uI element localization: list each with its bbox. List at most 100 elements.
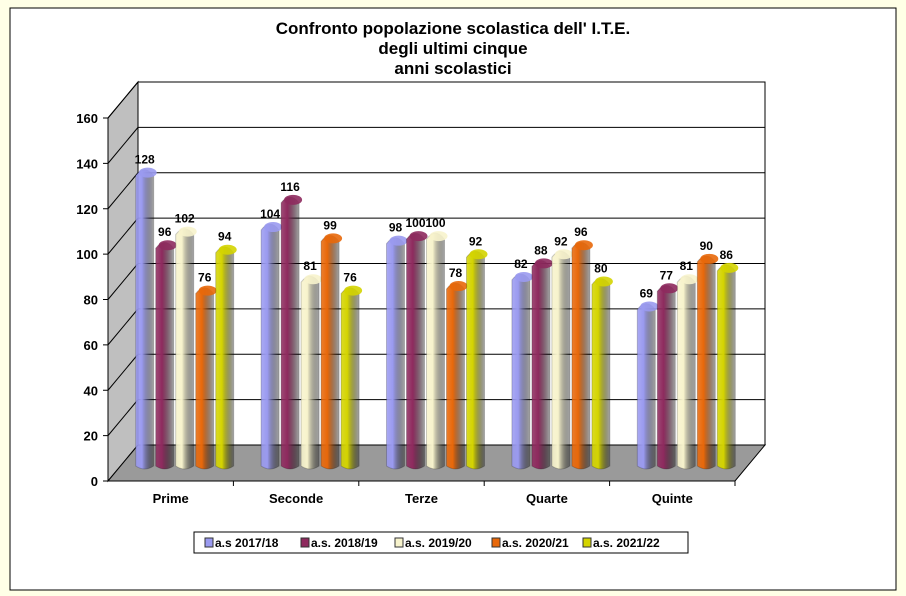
bar-top <box>594 276 613 287</box>
bar-body <box>406 232 425 470</box>
bar <box>656 283 679 470</box>
data-label: 81 <box>680 259 694 273</box>
bar <box>696 253 719 470</box>
bar-top <box>324 233 343 244</box>
bar-body <box>426 232 445 470</box>
chart-title-line: anni scolastici <box>394 59 511 78</box>
x-tick-label: Quarte <box>526 491 568 506</box>
bar-top <box>198 285 217 296</box>
x-tick-label: Prime <box>153 491 189 506</box>
data-label: 116 <box>280 180 300 194</box>
legend-swatch <box>491 537 501 548</box>
y-tick-label: 40 <box>84 383 98 398</box>
bar-body <box>551 250 571 470</box>
legend-item: a.s. 2019/20 <box>394 536 472 550</box>
bar-body <box>636 302 656 470</box>
y-tick-label: 60 <box>84 338 98 353</box>
bar-top <box>264 222 283 233</box>
bar <box>155 240 177 470</box>
data-label: 102 <box>175 212 195 226</box>
bar <box>591 276 613 470</box>
data-label: 80 <box>594 262 608 276</box>
gridline-side <box>107 399 139 436</box>
bar-top <box>720 262 739 273</box>
bar-top <box>389 235 408 246</box>
bar-body <box>591 278 611 470</box>
x-tick-label: Terze <box>405 491 438 506</box>
data-label: 98 <box>389 221 403 235</box>
chart-title-line: Confronto popolazione scolastica dell' I… <box>276 19 630 38</box>
bar <box>676 274 699 470</box>
bar-top <box>640 301 659 312</box>
bar-top <box>554 249 573 260</box>
bar <box>280 194 303 470</box>
data-label: 92 <box>554 234 568 248</box>
bar-body <box>215 246 235 470</box>
bar-top <box>660 283 679 294</box>
y-tick-label: 140 <box>76 156 98 171</box>
gridline-side <box>107 353 139 391</box>
bar <box>320 233 343 470</box>
bar-body <box>300 275 320 470</box>
bar-top <box>158 240 177 251</box>
data-label: 96 <box>574 225 588 239</box>
bar-body <box>466 250 485 470</box>
bar-top <box>534 258 553 269</box>
y-tick-label: 160 <box>76 111 98 126</box>
data-label: 86 <box>720 248 734 262</box>
data-label: 100 <box>405 216 425 230</box>
legend-label: a.s. 2018/19 <box>311 536 378 550</box>
bar <box>195 285 217 470</box>
bar-body <box>696 255 716 470</box>
x-tick-label: Seconde <box>269 491 323 506</box>
legend-swatch <box>204 537 214 548</box>
gridline-side <box>107 172 139 210</box>
gridline-side <box>107 127 139 164</box>
bar-body <box>656 284 676 470</box>
legend-item: a.s. 2020/21 <box>491 536 569 550</box>
data-label: 76 <box>343 271 357 285</box>
legend-label: a.s. 2021/22 <box>593 536 660 550</box>
bar-body <box>446 282 465 470</box>
bar <box>446 281 468 470</box>
legend-item: a.s. 2018/19 <box>300 536 378 550</box>
bar <box>426 231 448 470</box>
bar-top <box>304 274 323 285</box>
data-label: 90 <box>700 239 714 253</box>
gridline-side <box>107 263 139 300</box>
data-label: 77 <box>660 268 674 282</box>
y-tick-label: 100 <box>76 247 98 262</box>
bar <box>636 301 659 470</box>
data-label: 96 <box>158 225 172 239</box>
bar-body <box>260 223 280 470</box>
data-label: 99 <box>323 218 337 232</box>
bar-top <box>409 231 428 242</box>
bar-body <box>135 169 155 470</box>
bar <box>406 231 428 470</box>
bar <box>551 249 573 470</box>
bar-body <box>716 264 736 470</box>
bar <box>215 244 237 470</box>
legend-swatch <box>394 537 404 548</box>
bar <box>716 262 739 470</box>
data-label: 69 <box>640 286 654 300</box>
bar-top <box>700 253 719 264</box>
bar-body <box>175 228 195 470</box>
bar <box>300 274 323 470</box>
bar-body <box>676 275 696 470</box>
legend-swatch <box>300 537 310 548</box>
legend-item: a.s 2017/18 <box>204 536 279 550</box>
gridline-side <box>107 81 139 119</box>
bar-top <box>138 167 157 178</box>
bar-top <box>178 226 197 237</box>
legend-box <box>193 531 689 554</box>
y-tick-label: 120 <box>76 202 98 217</box>
gridline-side <box>107 217 139 255</box>
bar-top <box>574 240 593 251</box>
y-tick-label: 80 <box>84 293 98 308</box>
bar-body <box>531 259 551 470</box>
bar <box>466 249 488 470</box>
data-label: 88 <box>534 243 548 257</box>
bar <box>571 240 593 470</box>
